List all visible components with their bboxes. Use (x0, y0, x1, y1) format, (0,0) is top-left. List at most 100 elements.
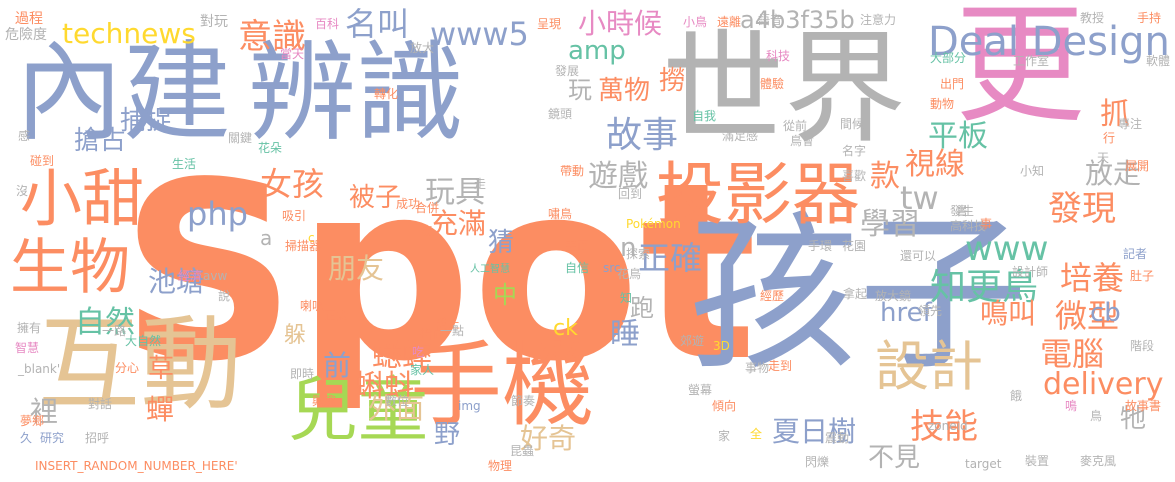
cloud-word: 對話 (88, 397, 113, 411)
cloud-word: 吸引 (282, 209, 307, 223)
cloud-word: 投影器 (656, 156, 861, 235)
cloud-word: 呈現 (537, 17, 562, 31)
cloud-word: 意識 (238, 17, 306, 57)
cloud-word: technews (62, 17, 196, 50)
cloud-word: 間候 (840, 117, 865, 131)
cloud-word: 軟體 (1146, 54, 1171, 68)
cloud-word: 放走 (1085, 157, 1142, 190)
cloud-word: 隻 (421, 224, 434, 238)
cloud-word: 注意力 (860, 13, 897, 27)
cloud-word: 天 (1097, 151, 1110, 165)
cloud-word: 培養 (1060, 259, 1125, 297)
cloud-word: 招呼 (85, 431, 110, 445)
cloud-word: 草 (148, 354, 175, 384)
cloud-word: 走到 (768, 359, 793, 373)
cloud-word: n (620, 233, 637, 263)
cloud-word: 內建 (15, 31, 232, 156)
cloud-word: 抓 (1100, 97, 1130, 132)
cloud-word: 前 (323, 349, 352, 382)
cloud-word: 事物 (745, 361, 770, 375)
cloud-word: 體驗 (760, 77, 785, 91)
cloud-word: 知 (620, 291, 633, 305)
cloud-word: 家 (718, 429, 731, 443)
cloud-word: 手環 (808, 239, 833, 253)
cloud-word: 正確 (638, 239, 703, 277)
cloud-word: 自信 (565, 261, 590, 275)
cloud-word: 一路 (102, 324, 127, 338)
cloud-word: 小甜 (20, 162, 145, 235)
cloud-word: 放大鏡 (875, 289, 912, 303)
cloud-word: zoneid (928, 419, 968, 433)
cloud-word: 孩子 (688, 196, 1029, 394)
cloud-word: 久 (20, 431, 33, 445)
cloud-word: 兒童 (288, 369, 428, 451)
cloud-word: 名叫 (345, 5, 410, 43)
cloud-word: tw (900, 179, 939, 217)
cloud-word: 朋友 (328, 252, 385, 285)
cloud-word: Deal Design (928, 19, 1170, 65)
cloud-word: 走 (474, 177, 487, 191)
cloud-word: 名字 (842, 144, 867, 158)
cloud-word: 帶動 (560, 164, 585, 178)
cloud-word: 手持 (1137, 11, 1162, 25)
cloud-word: 女孩 (260, 165, 325, 203)
cloud-word: 故事 (606, 115, 679, 156)
cloud-word: 吃 (412, 345, 425, 359)
cloud-word: 危險度 (5, 27, 47, 43)
cloud-word: 餓 (1010, 389, 1023, 403)
cloud-word: 跑 (630, 294, 654, 322)
cloud-word: 家人 (410, 363, 435, 377)
cloud-word: 野 (434, 420, 461, 450)
cloud-word: 小知 (1020, 164, 1045, 178)
cloud-word: 小時候 (578, 7, 663, 40)
cloud-word: href (880, 298, 932, 328)
cloud-word: 平板 (928, 119, 988, 154)
cloud-word: 學習 (860, 207, 920, 242)
cloud-word: target (965, 457, 1002, 471)
cloud-word: 記者 (1123, 247, 1148, 261)
cloud-word: www (965, 229, 1049, 269)
cloud-word: ck (553, 316, 578, 341)
cloud-word: INSERT_RANDOM_NUMBER_HERE' (35, 459, 238, 473)
cloud-word: 科技 (766, 49, 791, 63)
cloud-word: 行 (1103, 131, 1116, 145)
cloud-word: 小鳥 (683, 15, 708, 29)
cloud-word: 回到 (618, 187, 643, 201)
cloud-word: 睡 (610, 317, 640, 352)
cloud-word: 被子 (349, 183, 402, 213)
cloud-word: 撈 (659, 66, 686, 96)
cloud-word: 大部分 (930, 51, 967, 65)
cloud-word: 手機 (410, 332, 595, 439)
cloud-word: 夢鄉 (20, 414, 45, 428)
cloud-word: 螢幕 (688, 383, 713, 397)
cloud-word: 滿足感 (722, 129, 759, 143)
cloud-word: 發生 (950, 204, 975, 218)
cloud-word: 玩 (568, 76, 592, 104)
cloud-word: 世界 (662, 18, 906, 160)
cloud-word: 過程 (15, 11, 43, 27)
cloud-word: 鳥會 (790, 134, 815, 148)
cloud-word: 遠離 (717, 15, 742, 29)
cloud-word: 3D (713, 339, 730, 353)
cloud-word: 中 (493, 281, 517, 309)
cloud-word: Spot (120, 130, 758, 415)
cloud-word: 還可以 (900, 249, 937, 263)
cloud-word: 玩具 (425, 175, 485, 210)
cloud-word: Pokémon (626, 217, 681, 231)
cloud-word: 擁有 (17, 321, 42, 335)
cloud-word: 正念 (324, 309, 349, 323)
cloud-word: a (260, 226, 273, 250)
cloud-word: 外面 (368, 392, 425, 425)
cloud-word: 出門 (940, 77, 965, 91)
cloud-word: 蟬 (146, 393, 175, 426)
cloud-word: 鳥 (1090, 409, 1103, 423)
cloud-word: 從前 (783, 119, 808, 133)
cloud-word: 指向 (420, 327, 445, 341)
cloud-word: 視線 (905, 147, 965, 182)
cloud-word: 喜歡 (842, 169, 867, 183)
cloud-word: 微型 (1055, 297, 1120, 335)
cloud-word: 發現 (1048, 189, 1116, 229)
cloud-word: 牠 (1120, 404, 1147, 434)
cloud-word: 當天 (280, 47, 305, 61)
